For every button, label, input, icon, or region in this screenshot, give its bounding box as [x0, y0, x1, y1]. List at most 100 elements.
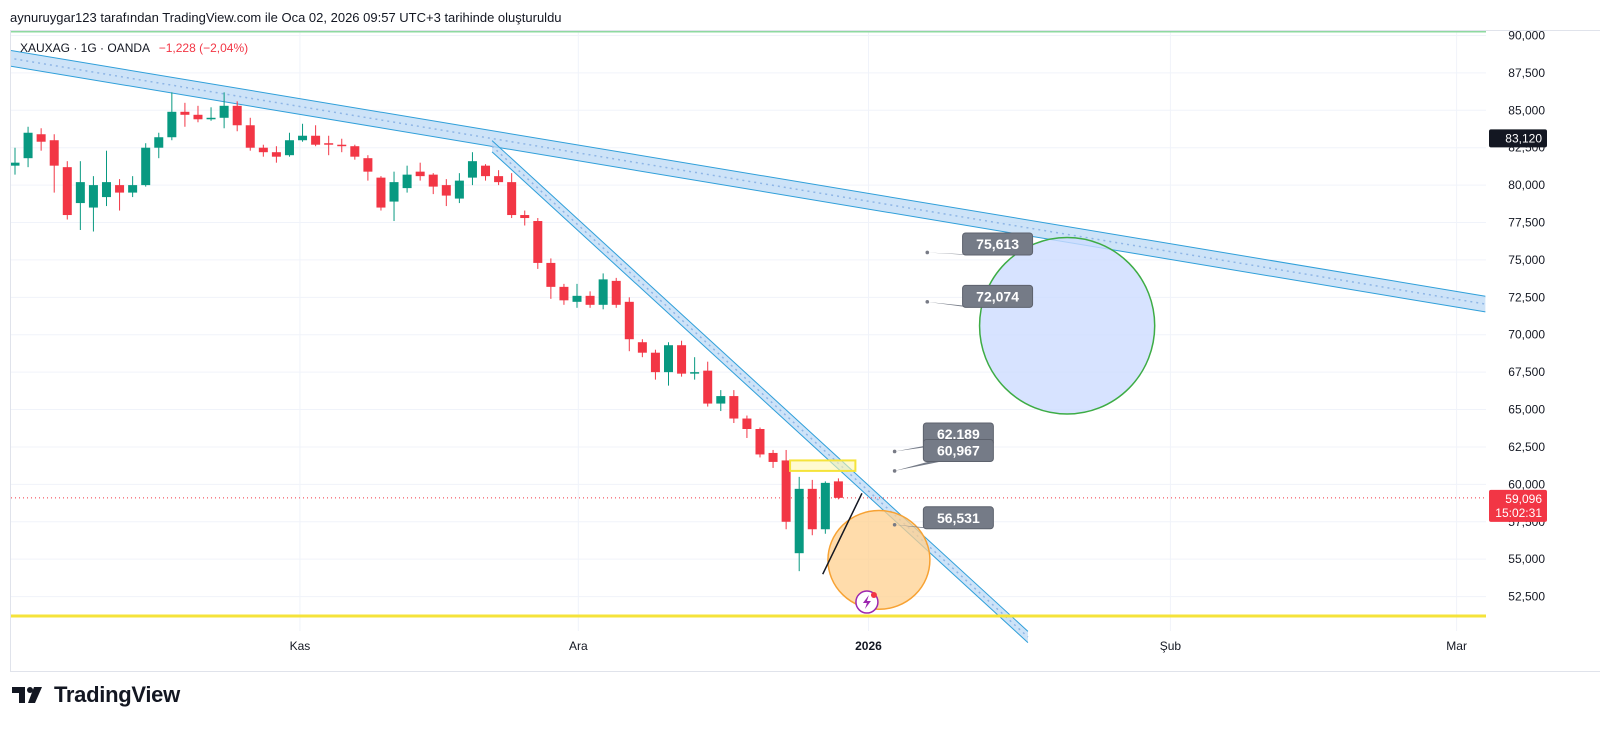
candle-body: [637, 342, 647, 353]
y-tick-label: 55,000: [1508, 552, 1545, 566]
candle-body: [128, 185, 138, 193]
candle-body: [62, 167, 72, 216]
candle-body: [585, 295, 595, 305]
y-tick-label: 87,500: [1508, 66, 1545, 80]
candle-body: [415, 171, 425, 177]
candle-body: [533, 221, 543, 263]
time-axis: Kas Ara 2026 Şub Mar: [290, 639, 1467, 653]
candle-body: [284, 140, 294, 156]
lightning-bolt-icon: [862, 595, 871, 610]
trend-segment: [822, 493, 863, 575]
drawing-overlays: [789, 236, 1156, 614]
note-pointer: [927, 252, 981, 255]
tradingview-brand[interactable]: TradingView: [12, 682, 180, 708]
highlight-zone: [789, 459, 857, 472]
note-anchor: [892, 469, 897, 473]
last-price-countdown: 15:02:31: [1495, 506, 1542, 520]
y-tick-label: 65,000: [1508, 403, 1545, 417]
candle-body: [311, 135, 321, 145]
x-tick-label: 2026: [855, 639, 882, 653]
last-price-value: 59,096: [1505, 492, 1542, 506]
candle-body: [350, 146, 360, 157]
marker-price-tag: [1489, 129, 1547, 148]
candle-body: [794, 488, 804, 554]
chart-caption: aynuruygar123 tarafından TradingView.com…: [10, 10, 562, 25]
note-box: [922, 506, 994, 530]
candle-body: [690, 372, 700, 374]
note-pointer: [894, 445, 942, 452]
y-tick-label: 85,000: [1508, 103, 1545, 117]
note-label: 72,074: [976, 288, 1019, 304]
candle-body: [729, 396, 739, 419]
candle-body: [23, 132, 33, 159]
candle-body: [624, 301, 634, 340]
candle-body: [141, 147, 151, 186]
candle-body: [271, 152, 281, 157]
marker-price-label: 83,120: [1505, 131, 1542, 145]
candle-body: [807, 488, 817, 530]
note-pointer: [894, 524, 942, 529]
candle-body: [781, 460, 791, 522]
candle-body: [193, 114, 203, 120]
event-dot-icon: [870, 592, 877, 599]
candle-body: [833, 481, 843, 498]
candle-body: [742, 418, 752, 430]
y-tick-label: 75,000: [1508, 253, 1545, 267]
tradingview-logo-icon: [12, 685, 46, 705]
candle-body: [441, 185, 451, 196]
note-anchor: [892, 522, 897, 527]
candle-body: [611, 280, 621, 305]
candle-body: [363, 158, 373, 172]
candle-body: [101, 182, 111, 198]
note-label: 75,613: [976, 236, 1019, 252]
candle-body: [703, 370, 713, 404]
note-box: [962, 284, 1034, 308]
candle-body: [245, 125, 255, 148]
long-channel-lower: [11, 65, 1486, 313]
note-anchor: [925, 250, 930, 255]
candle-body: [167, 111, 177, 138]
candle-body: [650, 352, 660, 373]
y-tick-label: 90,000: [1508, 31, 1545, 42]
candle-body: [716, 396, 726, 404]
symbol-legend[interactable]: XAUXAG · 1G · OANDA −1,228 (−2,04%): [20, 41, 248, 55]
chart-frame[interactable]: 75,613 72,074 62.189 60,967 56,531 52,500 55,…: [10, 30, 1600, 672]
candle-body: [180, 111, 190, 115]
candle-body: [389, 182, 399, 202]
candle-body: [258, 147, 268, 153]
note-label: 56,531: [937, 510, 980, 526]
target-circle: [978, 236, 1156, 415]
support-circle: [827, 509, 931, 611]
note-box: [922, 438, 994, 462]
candle-body: [467, 161, 477, 178]
candle-body: [206, 117, 216, 120]
candle-body: [402, 174, 412, 189]
candle-body: [11, 162, 20, 166]
x-tick-label: Kas: [290, 639, 311, 653]
y-tick-label: 80,000: [1508, 178, 1545, 192]
candle-body: [520, 215, 530, 219]
horizontal-levels: [11, 31, 1486, 618]
long-channel-fill: [11, 50, 1486, 312]
y-tick-label: 72,500: [1508, 290, 1545, 304]
candle-body: [507, 182, 517, 216]
candle-body: [664, 345, 673, 373]
candle-body: [768, 452, 778, 462]
candle-body: [232, 105, 242, 126]
symbol-title[interactable]: XAUXAG · 1G · OANDA: [20, 41, 150, 55]
note-label: 62.189: [937, 426, 980, 442]
candle-body: [337, 144, 347, 147]
note-anchor: [892, 449, 897, 454]
price-axis: 52,50055,00057,50060,00062,50065,00067,5…: [1489, 31, 1547, 604]
candle-body: [820, 482, 830, 530]
grid-lines: [11, 31, 1486, 631]
candle-body: [154, 137, 164, 148]
x-tick-label: Şub: [1160, 639, 1182, 653]
x-tick-label: Mar: [1446, 639, 1467, 653]
steep-channel-mid: [491, 145, 1029, 638]
x-tick-label: Ara: [569, 639, 588, 653]
candle-body: [677, 345, 687, 374]
trend-channels: [11, 49, 1486, 643]
